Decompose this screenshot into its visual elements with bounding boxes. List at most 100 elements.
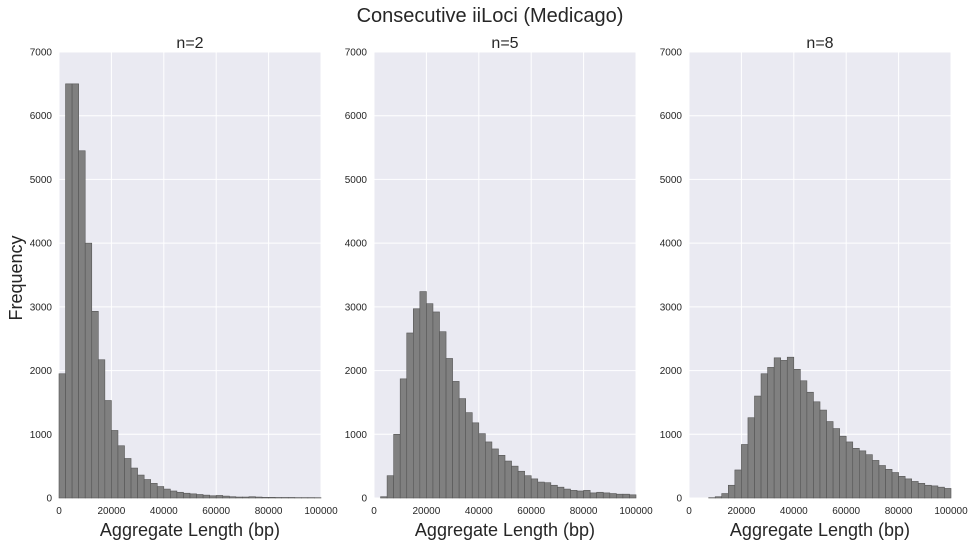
histogram-bar (189, 493, 197, 499)
y-tick-label: 6000 (660, 111, 683, 122)
histogram-bar (576, 490, 584, 499)
histogram-bar (911, 481, 919, 499)
histogram-bar (832, 428, 840, 499)
histogram-bar (917, 483, 926, 499)
histogram-bar (58, 373, 66, 499)
histogram-bar (616, 493, 624, 499)
histogram-bar (517, 470, 525, 499)
histogram-bar (944, 488, 952, 499)
histogram-bar (583, 490, 591, 499)
histogram-bar (248, 496, 256, 499)
y-tick-label: 2000 (345, 366, 368, 377)
x-tick-label: 60000 (517, 506, 545, 517)
x-tick-label: 0 (56, 506, 62, 517)
y-tick-label: 5000 (30, 175, 53, 186)
y-tick-label: 5000 (660, 175, 683, 186)
histogram-bar (721, 493, 729, 499)
panel-n2: n=2 Aggregate Length (bp) 0 1000 2000 3000 4… (30, 35, 338, 540)
histogram-bar (235, 496, 243, 499)
figure-title: Consecutive iiLoci (Medicago) (357, 5, 624, 27)
histogram-bar (229, 496, 237, 499)
histogram-bar (412, 308, 421, 499)
histogram-bar (183, 492, 191, 499)
histogram-bar (242, 496, 250, 499)
histogram-bar (904, 478, 913, 499)
histogram-bar (439, 331, 447, 499)
histogram-bar (150, 483, 158, 499)
panel-title: n=8 (806, 35, 833, 52)
y-tick-label: 0 (46, 494, 52, 505)
histogram-bar (550, 484, 558, 499)
y-tick-label: 4000 (345, 239, 368, 250)
histogram-bar (124, 458, 132, 499)
y-tick-label: 0 (676, 494, 682, 505)
histogram-bar (806, 391, 814, 499)
y-tick-label: 2000 (660, 366, 683, 377)
histogram-bar (760, 373, 768, 499)
histogram-bar (596, 491, 604, 499)
histogram-bar (399, 378, 408, 499)
histogram-bar (137, 474, 145, 499)
histogram-bar (773, 357, 782, 499)
histogram-bar (734, 469, 742, 499)
y-tick-label: 1000 (660, 430, 683, 441)
histogram-bar (84, 242, 93, 499)
histogram-bar (498, 455, 506, 499)
panel-n8: n=8 Aggregate Length (bp) 0 1000 2000 3000 4… (660, 35, 968, 540)
histogram-bar (130, 467, 138, 499)
histogram-bar (196, 494, 204, 499)
y-tick-label: 3000 (660, 302, 683, 313)
histogram-bar (287, 497, 296, 499)
y-tick-label: 1000 (345, 430, 368, 441)
histogram-bar (445, 358, 453, 499)
x-tick-label: 60000 (832, 506, 860, 517)
histogram-bar (826, 421, 834, 499)
y-axis-label: Frequency (6, 235, 26, 320)
histogram-bar (872, 460, 880, 499)
y-tick-label: 5000 (345, 175, 368, 186)
histogram-bar (485, 441, 493, 499)
histogram-bar (741, 444, 749, 499)
histogram-bar (215, 495, 224, 499)
histogram-bar (800, 380, 808, 499)
histogram-bar (747, 417, 755, 499)
histogram-bar (557, 486, 565, 499)
histogram-bar (852, 448, 860, 499)
histogram-bar (511, 465, 519, 499)
x-tick-label: 100000 (304, 506, 338, 517)
histogram-bar (98, 359, 106, 499)
histogram-bar (261, 497, 269, 499)
histogram-bar (471, 422, 480, 499)
x-tick-label: 100000 (934, 506, 968, 517)
histogram-bar (819, 409, 827, 499)
histogram-bar (780, 360, 788, 499)
histogram-bar (452, 381, 460, 499)
x-tick-label: 40000 (150, 506, 178, 517)
histogram-bar (727, 484, 736, 499)
histogram-bar (570, 490, 578, 499)
y-tick-label: 1000 (30, 430, 53, 441)
histogram-bar (274, 497, 282, 499)
y-tick-label: 0 (361, 494, 367, 505)
histogram-bar (163, 488, 171, 499)
histogram-bar (156, 486, 165, 499)
histogram-bar (924, 484, 932, 499)
histogram-bar (858, 450, 867, 499)
histogram-bar (268, 497, 276, 499)
y-tick-label: 4000 (660, 239, 683, 250)
histogram-bar (609, 493, 617, 499)
histogram-bar (839, 435, 847, 499)
x-tick-label: 80000 (885, 506, 913, 517)
histogram-bar (845, 441, 854, 499)
histogram-bar (432, 311, 440, 499)
x-tick-label: 0 (371, 506, 377, 517)
y-tick-label: 3000 (345, 302, 368, 313)
x-tick-label: 60000 (202, 506, 230, 517)
y-tick-label: 7000 (660, 48, 683, 59)
histogram-bar (91, 311, 99, 499)
histogram-bar (419, 291, 427, 499)
y-tick-label: 7000 (30, 48, 53, 59)
y-tick-label: 3000 (30, 302, 53, 313)
y-tick-label: 7000 (345, 48, 368, 59)
histogram-bar (937, 486, 945, 499)
